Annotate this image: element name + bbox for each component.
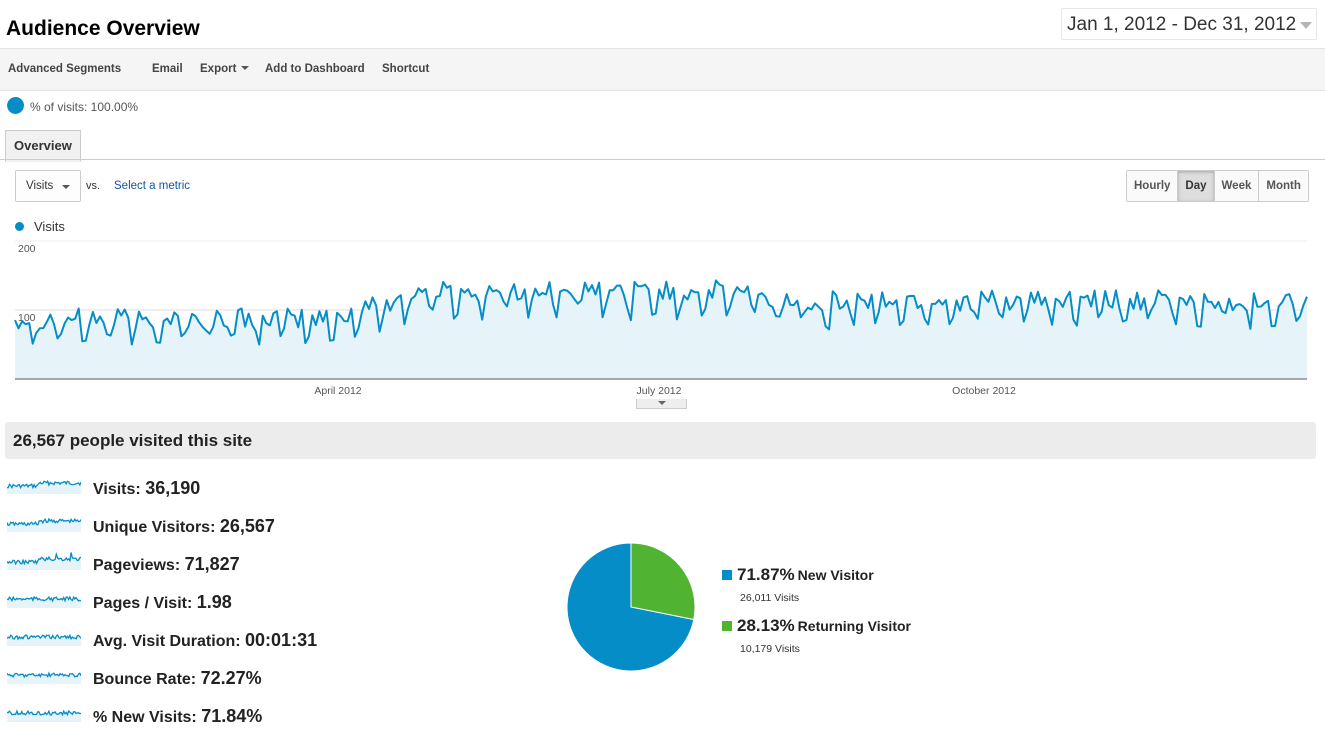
metric-sparkline [7,517,81,532]
add-to-dashboard-button[interactable]: Add to Dashboard [265,63,365,75]
metric-label: Bounce Rate: 72.27% [93,668,262,689]
metric-sparkline [7,709,81,722]
granularity-day-button[interactable]: Day [1177,171,1214,201]
date-range-label: Jan 1, 2012 - Dec 31, 2012 [1067,14,1297,35]
new-visitor-visits: 26,011 Visits [740,592,800,604]
sparkline-line [7,709,81,717]
date-range-picker[interactable]: Jan 1, 2012 - Dec 31, 2012 [1061,8,1317,40]
metric-value: 72.27% [200,668,262,688]
returning-visitor-visits: 10,179 Visits [740,643,800,655]
metric-label: Pages / Visit: 1.98 [93,592,232,613]
returning-visitor-name: Returning Visitor [797,618,911,634]
toolbar: Advanced Segments Email Export Add to Da… [0,48,1325,91]
visitor-type-pie [566,542,696,672]
new-visitor-name: New Visitor [797,567,874,583]
legend-dot-icon [15,222,24,231]
legend-swatch [722,570,732,580]
granularity-week-button[interactable]: Week [1213,171,1259,201]
x-tick-label: April 2012 [314,385,361,397]
metric-value: 71.84% [201,706,263,726]
pie-slice-returning-visitor [630,542,696,621]
visits-area [15,280,1307,379]
metric-value: 26,567 [219,516,275,536]
metric-name: % New Visits: [93,709,197,726]
legend-swatch [722,621,732,631]
metric-value: 00:01:31 [245,630,318,650]
summary-headline: 26,567 people visited this site [13,431,253,450]
sparkline-area [7,552,81,570]
chevron-down-icon [658,401,666,405]
email-button[interactable]: Email [152,63,183,75]
metric-label: Pageviews: 71,827 [93,554,240,575]
export-button[interactable]: Export [200,63,250,75]
sparkline-area [7,519,81,532]
metric-label: Visits: 36,190 [93,478,200,499]
x-tick-label: July 2012 [637,385,682,397]
chevron-down-icon [1300,22,1312,29]
metric-dropdown[interactable]: Visits [15,170,81,202]
granularity-month-button[interactable]: Month [1258,171,1308,201]
shortcut-button[interactable]: Shortcut [382,63,430,75]
metric-sparkline [7,671,81,684]
advanced-segments-button[interactable]: Advanced Segments [8,63,122,75]
x-tick-label: October 2012 [952,385,1016,397]
legend-label: Visits [34,219,65,234]
metric-name: Unique Visitors: [93,519,216,536]
sparkline-area [7,635,81,646]
select-metric-link[interactable]: Select a metric [114,180,191,192]
sparkline-area [7,711,81,722]
granularity-selector: Hourly Day Week Month [1126,170,1309,202]
metric-name: Visits: [93,481,141,498]
sparkline-area [7,481,81,494]
tab-overview[interactable]: Overview [5,130,81,162]
metric-label: Avg. Visit Duration: 00:01:31 [93,630,317,651]
export-label: Export [200,63,237,75]
sparkline-line [7,671,81,679]
metric-sparkline [7,633,81,646]
summary-bar: 26,567 people visited this site [5,422,1316,459]
metric-value: 1.98 [196,592,232,612]
tab-divider [0,159,1325,160]
vs-label: vs. [86,180,101,192]
metric-sparkline [7,479,81,494]
new-visitor-percent: 71.87% [737,565,795,584]
metric-sparkline [7,595,81,608]
legend-percent: 28.13% Returning Visitor [737,616,911,636]
sparkline-line [7,517,81,527]
visits-chart: 200 100 April 2012 July 2012 October 201… [14,240,1308,397]
segment-pie-icon [7,97,24,114]
metric-name: Avg. Visit Duration: [93,633,241,650]
returning-visitor-percent: 28.13% [737,616,795,635]
metric-sparkline [7,552,81,570]
segment-label: % of visits: 100.00% [30,100,139,114]
chevron-down-icon [62,185,70,189]
metric-value: 36,190 [145,478,201,498]
metric-name: Pageviews: [93,557,181,574]
metric-label: % New Visits: 71.84% [93,706,262,727]
sparkline-line [7,479,81,490]
sparkline-line [7,595,81,603]
page-title: Audience Overview [6,17,200,40]
sparkline-line [7,552,81,566]
sparkline-line [7,633,81,641]
legend-percent: 71.87% New Visitor [737,565,874,585]
pie-slice-new-visitor [566,542,695,672]
metric-name: Pages / Visit: [93,595,193,612]
chart-collapse-handle[interactable] [636,399,687,409]
metric-dropdown-label: Visits [26,180,54,192]
granularity-hourly-button[interactable]: Hourly [1127,171,1178,201]
metric-name: Bounce Rate: [93,671,197,688]
visits-line [14,279,1308,346]
chevron-down-icon [241,66,250,70]
metric-label: Unique Visitors: 26,567 [93,516,275,537]
y-tick-label: 200 [18,243,36,255]
metric-value: 71,827 [184,554,240,574]
